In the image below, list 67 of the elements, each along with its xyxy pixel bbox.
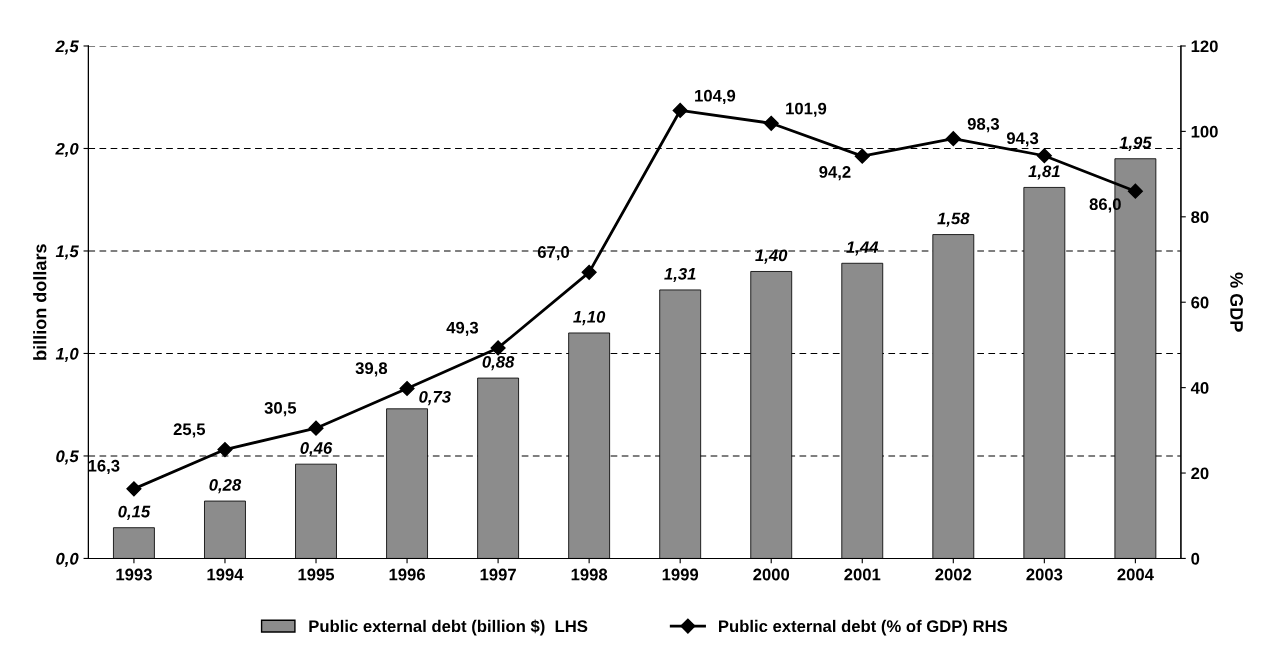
- x-tick-label: 1994: [207, 568, 244, 581]
- x-tick-label: 1999: [662, 568, 699, 581]
- legend-label: Public external debt (% of GDP) RHS: [719, 619, 1008, 636]
- bar: [295, 463, 337, 559]
- point: [1036, 148, 1052, 164]
- data-label: 0,28: [209, 479, 242, 494]
- data-label: 67,0: [537, 246, 570, 261]
- x-tick-label: 2002: [935, 568, 972, 581]
- point: [1127, 183, 1143, 199]
- point: [945, 131, 961, 147]
- data-label: 1,31: [664, 267, 696, 283]
- x-tick-label: 1997: [480, 568, 516, 581]
- y2-tick-label: 40: [1190, 382, 1209, 394]
- x-tick-label: 2001: [844, 568, 881, 581]
- data-label: 94,3: [1006, 132, 1039, 147]
- point: [763, 115, 779, 131]
- data-label: 98,3: [967, 118, 1000, 133]
- point: [581, 264, 597, 280]
- y2-tick-label: 20: [1191, 467, 1209, 480]
- data-label: 0,46: [300, 442, 333, 457]
- data-label: 16,3: [88, 459, 120, 475]
- data-label: 1,10: [573, 310, 606, 326]
- y-tick-label: 2,5: [55, 40, 79, 55]
- point: [672, 102, 688, 119]
- bar: [204, 500, 246, 559]
- x-tick-label: 2003: [1026, 568, 1063, 581]
- y-tick-label: 1,5: [55, 245, 79, 260]
- y2-axis-title: % GDP: [1230, 272, 1243, 332]
- data-label: 0,88: [482, 356, 515, 371]
- x-tick-label: 1998: [571, 568, 608, 581]
- point: [399, 380, 415, 397]
- data-label: 0,73: [419, 390, 451, 406]
- data-label: 94,2: [819, 166, 851, 181]
- point: [217, 441, 233, 458]
- data-label: 30,5: [264, 401, 297, 417]
- y-tick-label: 1,0: [55, 347, 79, 363]
- y2-tick-label: 60: [1191, 296, 1209, 309]
- y2-tick-label: 80: [1191, 211, 1209, 224]
- bar: [113, 527, 155, 559]
- x-tick-label: 1996: [389, 568, 425, 581]
- data-label: 1,40: [755, 249, 788, 264]
- data-label: 101,9: [786, 102, 827, 117]
- y-axis-title: billion dollars: [33, 244, 47, 360]
- y2-tick-label: 0: [1191, 552, 1200, 565]
- x-tick-label: 2004: [1117, 568, 1154, 581]
- y-tick-label: 0,0: [56, 552, 79, 568]
- point: [308, 420, 324, 436]
- legend-label: Public external debt (billion $) LHS: [309, 619, 588, 636]
- data-label: 49,3: [446, 321, 479, 336]
- x-tick-label: 2000: [753, 568, 790, 581]
- data-label: 1,81: [1028, 165, 1060, 180]
- point: [490, 340, 506, 356]
- data-label: 0,15: [118, 505, 151, 520]
- x-tick-label: 1993: [116, 568, 152, 581]
- data-label: 104,9: [695, 89, 736, 105]
- data-label: 1,44: [846, 241, 879, 256]
- point: [126, 481, 142, 497]
- data-label: 25,5: [173, 423, 206, 438]
- data-label: 1,95: [1119, 136, 1152, 151]
- x-tick-label: 1995: [298, 568, 335, 581]
- y2-tick-label: 120: [1191, 40, 1218, 53]
- y-tick-label: 0,5: [56, 450, 79, 465]
- data-label: 39,8: [355, 362, 388, 377]
- data-label: 1,58: [937, 212, 970, 227]
- point: [854, 148, 870, 164]
- y-tick-label: 2,0: [55, 142, 79, 158]
- y2-tick-label: 100: [1191, 125, 1218, 138]
